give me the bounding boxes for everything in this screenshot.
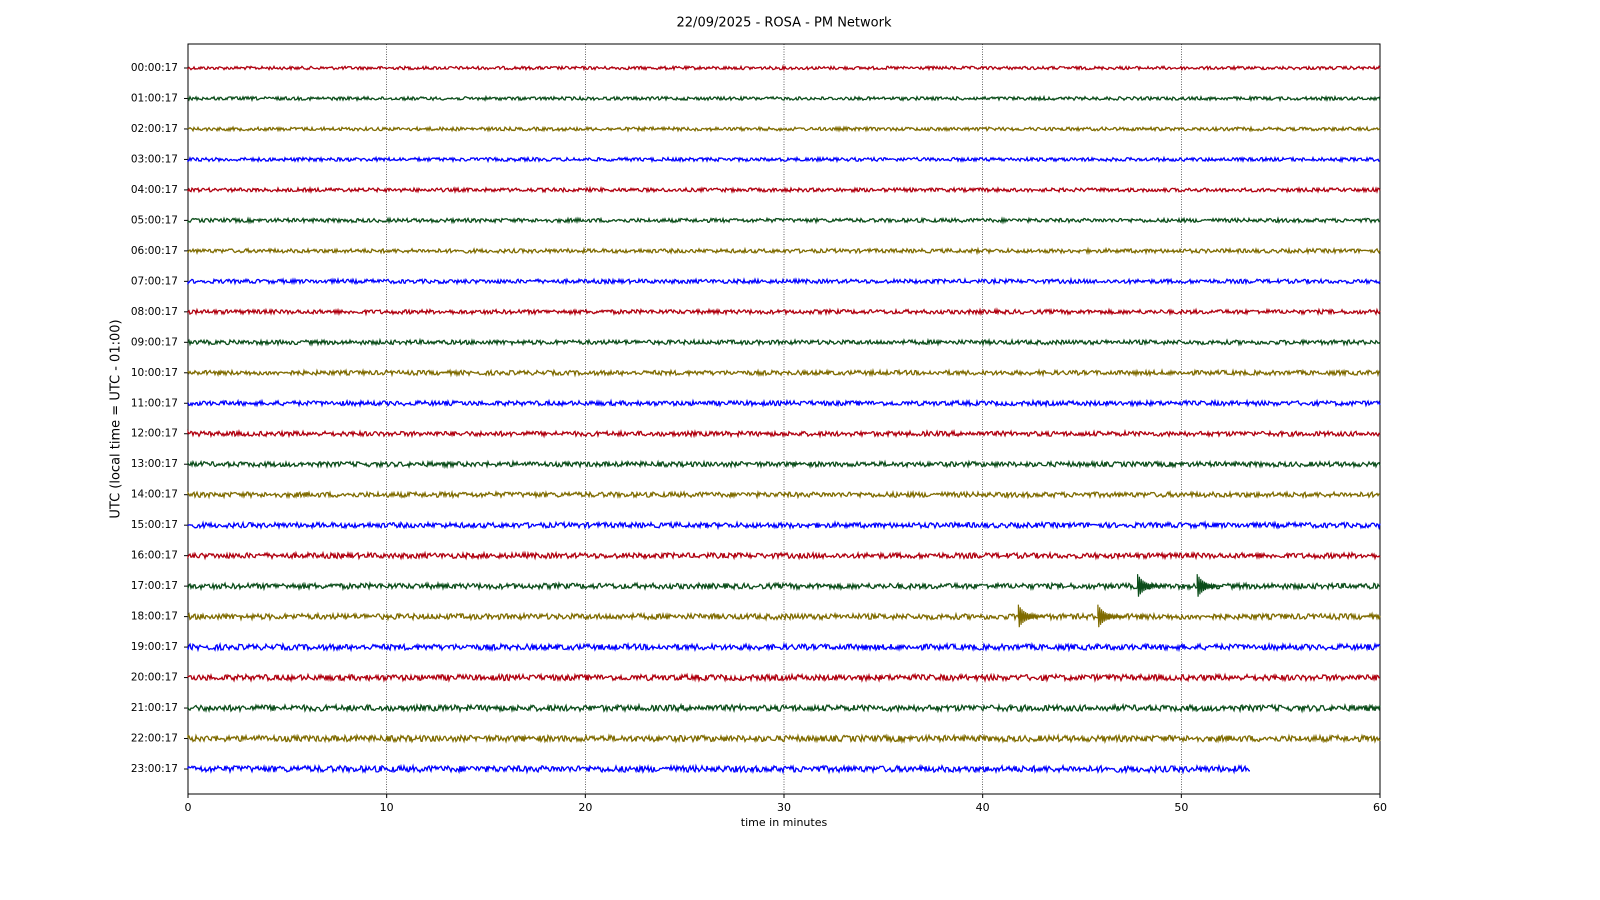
x-tick-label: 0 — [185, 801, 192, 814]
trace — [187, 246, 1381, 256]
y-tick-label: 17:00:17 — [131, 580, 178, 592]
x-tick-label: 10 — [380, 801, 394, 814]
trace — [187, 702, 1381, 714]
trace — [187, 459, 1381, 470]
y-tick-label: 06:00:17 — [131, 245, 178, 257]
trace — [187, 580, 1381, 592]
trace — [187, 489, 1381, 500]
trace — [187, 185, 1381, 195]
y-tick-label: 05:00:17 — [131, 214, 178, 226]
trace — [187, 428, 1381, 439]
y-tick-label: 15:00:17 — [131, 519, 178, 531]
y-tick-label: 12:00:17 — [131, 428, 178, 440]
trace — [187, 520, 1381, 531]
trace — [187, 125, 1381, 133]
trace — [187, 155, 1381, 164]
trace — [187, 216, 1381, 225]
trace — [187, 672, 1381, 683]
y-tick-label: 04:00:17 — [131, 184, 178, 196]
y-tick-label: 23:00:17 — [131, 763, 178, 775]
trace — [187, 611, 1381, 622]
y-tick-label: 07:00:17 — [131, 275, 178, 287]
trace — [187, 307, 1381, 317]
event-spike — [1097, 604, 1125, 628]
y-tick-label: 09:00:17 — [131, 336, 178, 348]
y-tick-label: 19:00:17 — [131, 641, 178, 653]
y-tick-label: 22:00:17 — [131, 733, 178, 745]
x-tick-label: 50 — [1174, 801, 1188, 814]
trace — [187, 641, 1381, 653]
y-tick-label: 01:00:17 — [131, 92, 178, 104]
event-spike — [1137, 574, 1165, 597]
y-tick-label: 13:00:17 — [131, 458, 178, 470]
trace — [187, 368, 1381, 378]
trace — [187, 94, 1381, 103]
y-tick-label: 08:00:17 — [131, 306, 178, 318]
x-tick-label: 20 — [578, 801, 592, 814]
y-tick-label: 21:00:17 — [131, 702, 178, 714]
trace — [187, 276, 1381, 286]
y-axis-label: UTC (local time = UTC - 01:00) — [109, 319, 124, 518]
x-axis-label: time in minutes — [741, 816, 828, 829]
y-tick-label: 11:00:17 — [131, 397, 178, 409]
x-tick-label: 30 — [777, 801, 791, 814]
x-tick-label: 60 — [1373, 801, 1387, 814]
trace — [187, 337, 1381, 347]
trace — [187, 398, 1381, 409]
y-tick-label: 20:00:17 — [131, 672, 178, 684]
y-tick-label: 14:00:17 — [131, 489, 178, 501]
event-spike — [1017, 604, 1045, 628]
trace — [187, 763, 1250, 775]
y-tick-label: 10:00:17 — [131, 367, 178, 379]
x-tick-label: 40 — [976, 801, 990, 814]
chart-title: 22/09/2025 - ROSA - PM Network — [677, 16, 892, 31]
trace — [187, 550, 1381, 561]
y-tick-label: 16:00:17 — [131, 550, 178, 562]
y-tick-label: 03:00:17 — [131, 153, 178, 165]
trace — [187, 733, 1381, 745]
event-spike — [1196, 574, 1224, 597]
y-tick-label: 00:00:17 — [131, 62, 178, 74]
y-tick-label: 02:00:17 — [131, 123, 178, 135]
y-tick-label: 18:00:17 — [131, 611, 178, 623]
trace — [187, 64, 1381, 72]
